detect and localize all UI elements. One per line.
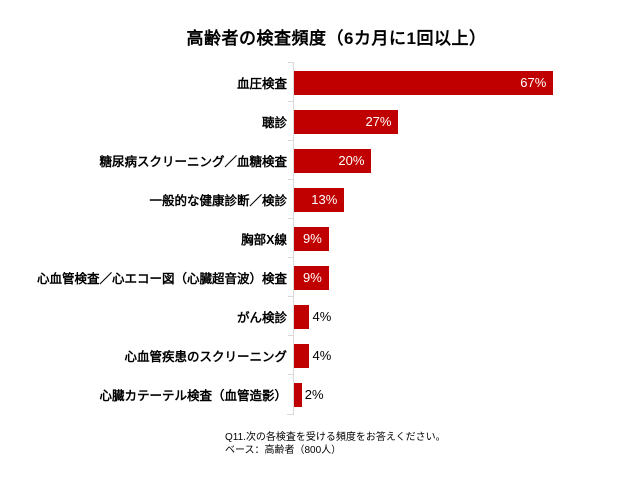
bar-row: 一般的な健康診断／検診 13% — [0, 179, 637, 219]
axis-tick — [288, 62, 294, 63]
bar-row: 血圧検査 67% — [0, 62, 637, 102]
bar-row: がん検診 4% — [0, 296, 637, 336]
chart-footnote: Q11.次の各検査を受ける頻度をお答えください。 ベース：高齢者（800人） — [225, 431, 637, 457]
plot-cell: 4% — [288, 335, 637, 375]
category-label: 心臓カテーテル検査（血管造影） — [99, 389, 287, 403]
bar-chart: 血圧検査 67% 聴診 27% 糖尿病スクリーニング／血糖検査 20% 一般的な健康診断／検… — [0, 62, 637, 415]
category-label: 心血管疾患のスクリーニング — [124, 350, 287, 364]
bar-row: 聴診 27% — [0, 101, 637, 141]
plot-cell: 9% — [288, 257, 637, 297]
value-label: 27% — [365, 114, 392, 129]
bar: 13% — [294, 187, 345, 212]
axis-tick — [288, 101, 294, 102]
bar: 9% — [294, 265, 329, 290]
axis-tick — [288, 335, 294, 336]
bar-row: 心臓カテーテル検査（血管造影） 2% — [0, 374, 637, 414]
category-label: 胸部X線 — [241, 233, 287, 247]
category-label: 一般的な健康診断／検診 — [149, 194, 287, 208]
plot-cell: 67% — [288, 62, 637, 102]
value-label: 20% — [338, 153, 365, 168]
footnote-question: Q11.次の各検査を受ける頻度をお答えください。 — [225, 432, 446, 443]
bar: 9% — [294, 226, 329, 251]
category-label: 心血管検査／心エコー図（心臓超音波）検査 — [36, 272, 287, 286]
value-label: 9% — [303, 270, 322, 285]
chart-slide: 高齢者の検査頻度（6カ月に1回以上） 血圧検査 67% 聴診 27% 糖尿病スクリーニン… — [0, 24, 637, 496]
bar: 20% — [294, 148, 372, 173]
category-label: 血圧検査 — [236, 77, 287, 91]
axis-bottom-tick — [287, 414, 294, 415]
bar — [294, 304, 310, 329]
bar: 27% — [294, 109, 399, 134]
axis-tick — [288, 140, 294, 141]
axis-tick — [288, 179, 294, 180]
plot-cell: 9% — [288, 218, 637, 258]
bar-row: 心血管検査／心エコー図（心臓超音波）検査 9% — [0, 257, 637, 297]
bar-row: 胸部X線 9% — [0, 218, 637, 258]
axis-tick — [288, 296, 294, 297]
axis-tick — [288, 374, 294, 375]
bar: 67% — [294, 70, 554, 95]
value-label: 2% — [304, 387, 324, 402]
value-label: 13% — [311, 192, 338, 207]
value-label: 4% — [312, 348, 332, 363]
category-label: がん検診 — [236, 311, 287, 325]
axis-tick — [288, 257, 294, 258]
chart-title: 高齢者の検査頻度（6カ月に1回以上） — [186, 29, 487, 48]
plot-cell: 4% — [288, 296, 637, 336]
plot-cell: 20% — [288, 140, 637, 180]
value-label: 9% — [303, 231, 322, 246]
plot-cell: 2% — [288, 374, 637, 414]
axis-tick — [288, 218, 294, 219]
category-label: 糖尿病スクリーニング／血糖検査 — [99, 155, 287, 169]
bar-row: 糖尿病スクリーニング／血糖検査 20% — [0, 140, 637, 180]
bar — [294, 343, 310, 368]
bar — [294, 382, 302, 407]
footnote-base: ベース：高齢者（800人） — [225, 445, 342, 456]
plot-cell: 27% — [288, 101, 637, 141]
value-label: 67% — [520, 75, 547, 90]
category-label: 聴診 — [261, 116, 287, 130]
bar-row: 心血管疾患のスクリーニング 4% — [0, 335, 637, 375]
value-label: 4% — [312, 309, 332, 324]
plot-cell: 13% — [288, 179, 637, 219]
